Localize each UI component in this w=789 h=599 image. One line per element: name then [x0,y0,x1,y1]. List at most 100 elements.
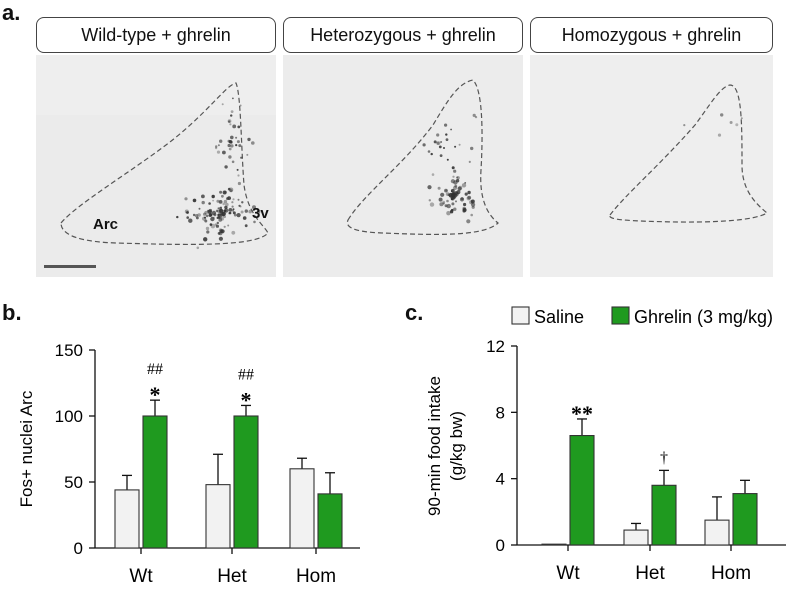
fos-nucleus-dot [210,216,215,222]
fos-nucleus-dot [431,173,435,176]
fos-nucleus-dot [248,209,252,214]
fos-nucleus-dot [228,155,232,159]
fos-nucleus-dot [206,209,210,212]
wildtype-label: Wild-type + ghrelin [36,17,276,53]
bar-ghrelin-wt [142,415,168,549]
fos-nucleus-dot [228,120,231,123]
fos-nucleus-dot [228,211,232,215]
fos-nucleus-dot [446,211,451,216]
fos-nucleus-dot [468,160,471,163]
fos-nucleus-dot [215,145,218,148]
fos-nucleus-dot [244,209,248,213]
fos-nucleus-dot [224,209,227,212]
fos-nucleus-dot [422,143,426,147]
fos-nucleus-dot [445,138,449,141]
fos-nucleus-dot [205,214,209,218]
bar-ghrelin-wt [569,435,595,546]
fos-nucleus-dot [222,202,225,206]
fos-nucleus-dot [237,125,241,129]
bar-ghrelin-hom [732,493,758,546]
fos-nucleus-dot [237,181,241,186]
fos-nucleus-dot [237,198,240,201]
fos-nucleus-dot [192,213,196,217]
bar-saline-wt [114,489,140,549]
fos-nucleus-dot [439,202,444,207]
fos-nucleus-dot [455,179,460,183]
fos-nucleus-dot [225,202,229,207]
fos-nucleus-dot [203,237,208,242]
fos-nucleus-dot [219,190,223,194]
chart-fos-nuclei: 0 50 100 150 Wt Het Hom ## * ## * Fos+ nuclei Arc [17,341,360,587]
fos-nucleus-dot [436,141,440,145]
fos-nucleus-dot [466,219,471,224]
fos-nucleus-dot [238,204,241,207]
x-tick-label: Wt [129,566,153,587]
fos-nucleus-dot [208,213,212,217]
fos-nucleus-dot [228,147,232,151]
fos-nucleus-dot [437,186,441,190]
fos-nucleus-dot [208,202,211,205]
fos-nucleus-dot [224,165,228,169]
fos-nucleus-dot [236,140,240,144]
fos-nucleus-dot [227,187,231,191]
fos-nucleus-dot [454,145,457,148]
fos-nucleus-dot [470,199,475,204]
fos-nucleus-dot [438,197,443,202]
y-tick-label: 50 [64,473,83,492]
fos-nucleus-dot [444,188,448,193]
fos-nucleus-dot [235,136,238,139]
fos-nucleus-dot [196,246,200,250]
fos-nucleus-dot [466,196,471,201]
x-tick-label: Hom [296,566,336,587]
fos-nucleus-dot [219,208,224,213]
fos-nucleus-dot [436,141,441,145]
fos-nucleus-dot [256,209,261,214]
fos-nucleus-dot [205,226,210,231]
fos-nucleus-dot [222,190,227,195]
fos-nucleus-dot [201,194,205,199]
fos-nucleus-dot [683,124,686,127]
fos-nucleus-dot [186,211,189,214]
fos-nucleus-dot [446,199,449,203]
fos-nucleus-dot [450,196,455,201]
significance-marker: ## [147,361,163,378]
fos-nucleus-dot [227,139,231,143]
fos-nucleus-dot [232,124,237,129]
fos-nucleus-dot [448,192,454,198]
fos-nucleus-dot [440,141,443,143]
third-ventricle-label: 3v [252,205,269,222]
fos-nucleus-dot [427,150,431,153]
y-axis-title-line: 90-min food intake [425,376,444,516]
fos-nucleus-dot [188,218,193,223]
fos-nucleus-dot [446,203,451,209]
fos-nucleus-dot [239,104,242,107]
fos-nucleus-dot [215,209,219,213]
fos-nucleus-dot [222,150,226,155]
fos-nucleus-dot [186,216,189,219]
fos-nucleus-dot [443,147,445,149]
fos-nucleus-dot [220,206,222,209]
arc-label: Arc [93,216,119,233]
fos-nucleus-dot [204,219,208,223]
fos-nucleus-dot [456,190,461,195]
fos-nucleus-dot [232,211,236,215]
fos-nucleus-dot [470,146,474,151]
fos-nucleus-dot [445,189,448,192]
fos-nucleus-dot [216,199,220,203]
fos-nucleus-dot [211,194,215,199]
fos-nucleus-dot [463,202,467,207]
fos-nucleus-dot [452,191,456,196]
fos-nucleus-dot [430,152,433,156]
fos-nucleus-dot [428,199,431,202]
fos-nucleus-dot [217,232,221,235]
bar-saline-hom [289,468,315,549]
fos-nucleus-dot [236,213,241,218]
fos-nucleus-dot [471,202,476,207]
arc-outline [60,82,269,245]
significance-marker: † [660,449,668,466]
fos-nucleus-dot [217,144,220,147]
fos-nucleus-dot [223,209,227,213]
fos-nucleus-dot [231,160,235,164]
fos-nucleus-dot [450,128,452,131]
fos-nucleus-dot [452,175,455,178]
